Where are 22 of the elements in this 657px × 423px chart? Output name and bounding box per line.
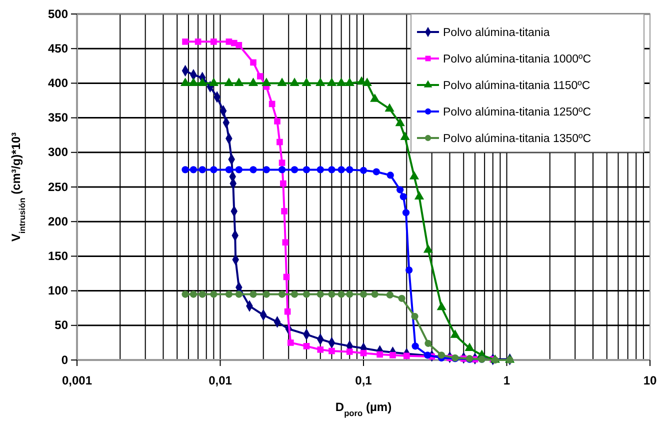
y-tick-label: 400 (48, 76, 68, 90)
y-tick-label: 0 (61, 352, 68, 367)
x-tick-label: 0,1 (355, 374, 372, 388)
y-tick-label: 50 (54, 318, 68, 332)
legend-label: Polvo alúmina-titania 1150ºC (443, 80, 590, 92)
y-tick-label: 450 (48, 41, 68, 56)
legend-label: Polvo alúmina-titania 1350ºC (443, 133, 592, 145)
legend-label: Polvo alúmina-titania (443, 27, 550, 39)
legend-label: Polvo alúmina-titania 1000ºC (443, 54, 592, 66)
y-tick-label: 250 (48, 180, 68, 194)
y-tick-label: 350 (48, 110, 68, 125)
y-tick-label: 500 (48, 6, 68, 21)
x-tick-label: 0,001 (62, 374, 92, 388)
x-tick-label: 1 (503, 374, 510, 388)
y-tick-label: 100 (48, 284, 68, 298)
legend-label: Polvo alúmina-titania 1250ºC (443, 106, 592, 118)
y-tick-label: 200 (48, 214, 68, 228)
y-tick-label: 300 (48, 145, 68, 160)
x-tick-label: 10 (643, 374, 657, 388)
x-tick-label: 0,01 (208, 374, 232, 388)
y-tick-label: 150 (48, 249, 68, 264)
x-axis-title: D$_{poro}$ (µm) (335, 400, 392, 418)
